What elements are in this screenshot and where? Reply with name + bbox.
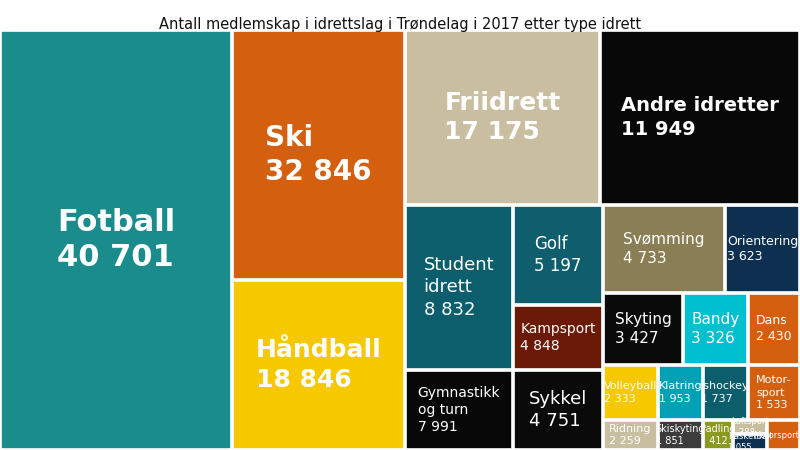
Bar — [514, 306, 602, 369]
Bar — [233, 31, 404, 279]
Bar — [704, 421, 732, 449]
Text: Luftsport
1 388: Luftsport 1 388 — [731, 417, 769, 437]
Bar — [749, 366, 799, 419]
Text: Gymnastikk
og turn
7 991: Gymnastikk og turn 7 991 — [418, 386, 500, 434]
Bar — [406, 31, 599, 204]
Bar — [604, 294, 682, 364]
Bar — [604, 366, 658, 419]
Text: Student
idrett
8 832: Student idrett 8 832 — [424, 256, 494, 319]
Text: Ski
32 846: Ski 32 846 — [266, 124, 372, 186]
Text: Skiskyting
1 851: Skiskyting 1 851 — [656, 424, 706, 446]
Text: Motor-
sport
1 533: Motor- sport 1 533 — [756, 375, 792, 410]
Bar — [601, 31, 799, 204]
Bar — [1, 31, 231, 449]
Text: Ridning
2 259: Ridning 2 259 — [610, 424, 652, 446]
Bar — [749, 294, 799, 364]
Bar — [514, 371, 602, 449]
Text: Friidrett
17 175: Friidrett 17 175 — [444, 90, 561, 144]
Bar — [726, 206, 799, 292]
Bar — [604, 421, 658, 449]
Text: Klatring
1 953: Klatring 1 953 — [658, 381, 702, 404]
Bar — [734, 421, 766, 433]
Bar — [233, 281, 404, 449]
Bar — [406, 206, 512, 369]
Bar — [658, 421, 702, 449]
Text: Sykkel
4 751: Sykkel 4 751 — [529, 390, 587, 430]
Bar — [514, 206, 602, 304]
Text: Antall medlemskap i idrettslag i Trøndelag i 2017 etter type idrett: Antall medlemskap i idrettslag i Trøndel… — [159, 17, 641, 32]
Text: Padling
1 412: Padling 1 412 — [700, 424, 736, 446]
Text: Orientering
3 623: Orientering 3 623 — [727, 234, 798, 264]
Bar — [604, 206, 724, 292]
Text: Golf
5 197: Golf 5 197 — [534, 235, 582, 275]
Text: Håndball
18 846: Håndball 18 846 — [256, 338, 382, 392]
Bar — [734, 435, 766, 449]
Text: Fotball
40 701: Fotball 40 701 — [57, 207, 175, 272]
Text: Kampsport
4 848: Kampsport 4 848 — [520, 322, 596, 353]
Bar — [658, 366, 702, 419]
Text: Ishockey
1 737: Ishockey 1 737 — [701, 381, 750, 404]
Text: Motorsport_fill: Motorsport_fill — [754, 431, 800, 440]
Bar — [704, 366, 747, 419]
Bar — [406, 371, 512, 449]
Text: Basketball
1 055: Basketball 1 055 — [728, 432, 772, 450]
Text: Svømming
4 733: Svømming 4 733 — [623, 232, 705, 266]
Text: Volleyball
2 333: Volleyball 2 333 — [604, 381, 657, 404]
Text: Andre idretter
11 949: Andre idretter 11 949 — [621, 96, 779, 139]
Text: Bandy
3 326: Bandy 3 326 — [691, 312, 740, 346]
Bar — [684, 294, 747, 364]
Text: Skyting
3 427: Skyting 3 427 — [614, 312, 671, 346]
Text: Dans
2 430: Dans 2 430 — [756, 315, 792, 343]
Bar — [768, 421, 799, 449]
